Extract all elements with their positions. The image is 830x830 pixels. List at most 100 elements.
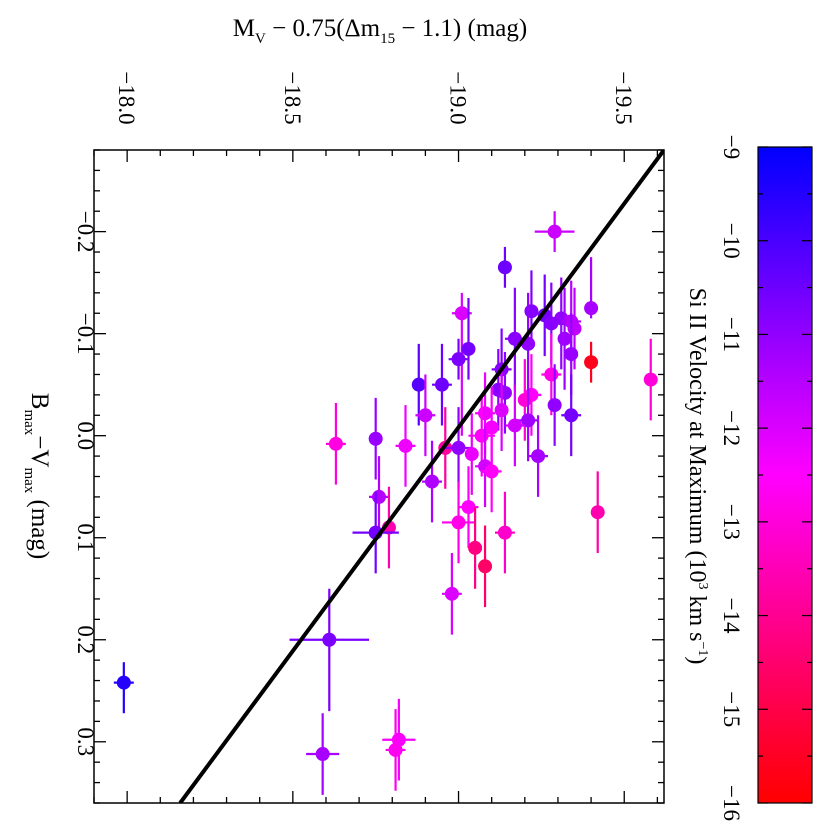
point-marker [478, 559, 493, 574]
data-point [113, 662, 134, 714]
point-marker [398, 438, 413, 453]
point-marker [454, 306, 469, 321]
data-point [468, 507, 483, 589]
data-point [643, 338, 658, 421]
point-marker [444, 586, 459, 601]
point-marker [567, 321, 582, 336]
colorbar-tick-label: −16 [719, 785, 744, 821]
top-tick-label-group: −19.5 [611, 71, 636, 124]
point-marker [474, 428, 489, 443]
left-tick-label: 0.2 [73, 625, 98, 654]
colorbar-tick-label-group: −15 [719, 691, 744, 727]
top-tick-label-group: −19.0 [446, 71, 471, 124]
point-marker [418, 408, 433, 423]
point-marker [451, 440, 466, 455]
left-tick-label-group: 0.2 [73, 625, 98, 654]
data-point [534, 211, 575, 253]
colorbar-tick-label-group: −10 [719, 223, 744, 259]
data-point [395, 405, 416, 487]
left-tick-label: 0.0 [73, 421, 98, 450]
top-tick-label: −18.5 [280, 71, 305, 124]
point-marker [315, 747, 330, 762]
data-point [448, 338, 469, 380]
point-marker [544, 316, 559, 331]
point-marker [497, 385, 512, 400]
point-marker [368, 431, 383, 446]
point-marker [328, 436, 343, 451]
data-point [481, 430, 502, 513]
data-point [521, 292, 536, 395]
point-marker [494, 403, 509, 418]
point-marker [517, 392, 532, 407]
point-marker [425, 474, 440, 489]
data-point [478, 525, 493, 608]
colorbar-tick-label-group: −13 [719, 504, 744, 540]
point-marker [468, 540, 483, 555]
colorbar-tick-label: −15 [719, 691, 744, 727]
colorbar-tick-label: −13 [719, 504, 744, 540]
data-point [557, 287, 572, 390]
left-axis-title: Bmax−Vmax (mag) [21, 393, 53, 559]
data-point [441, 481, 476, 564]
data-point [497, 246, 512, 288]
data-point [432, 343, 452, 426]
point-marker [590, 505, 605, 520]
colorbar [757, 146, 813, 804]
data-point [411, 343, 426, 426]
left-tick-label: −0.2 [73, 211, 98, 253]
point-marker [547, 398, 562, 413]
point-marker [484, 420, 499, 435]
data-point [518, 379, 539, 462]
data-point [461, 297, 476, 380]
point-marker [643, 372, 658, 387]
data-point [445, 407, 472, 489]
colorbar-tick-label-group: −11 [719, 317, 744, 352]
point-marker [116, 675, 131, 690]
fit-layer [178, 150, 664, 803]
point-marker [464, 447, 479, 462]
point-marker [388, 742, 403, 757]
point-marker [564, 347, 579, 362]
fit-line [178, 150, 664, 803]
point-marker [497, 525, 512, 540]
point-marker [557, 331, 572, 346]
point-marker [451, 352, 466, 367]
data-point [422, 440, 442, 523]
plot-marks [113, 211, 658, 795]
data-point [504, 384, 525, 467]
data-point [494, 369, 509, 451]
point-marker [461, 500, 476, 515]
data-point [504, 287, 525, 390]
colorbar-tick-label: −11 [719, 317, 744, 352]
colorbar-tick-label-group: −12 [719, 410, 744, 446]
top-tick-label-group: −18.0 [114, 71, 139, 124]
point-marker [434, 377, 449, 392]
left-tick-label-group: 0.3 [73, 727, 98, 756]
point-marker [497, 260, 512, 275]
point-marker [507, 331, 522, 346]
data-point [385, 709, 406, 791]
point-marker [372, 489, 386, 504]
point-marker [322, 632, 337, 647]
left-tick-label-group: −0.1 [73, 313, 98, 355]
data-point [590, 471, 605, 554]
data-point [584, 257, 599, 319]
top-tick-label: −19.5 [611, 71, 636, 124]
axis-ticks: −0.2 −0.1 0.0 0.1 0.2 0.3 −18.0 −18.5 −19.0 −19.5 [73, 71, 664, 804]
data-point [289, 588, 370, 712]
data-point [584, 341, 599, 383]
top-axis-title: MV − 0.75(Δm15 − 1.1) (mag) [233, 15, 527, 47]
data-point [494, 491, 515, 574]
left-tick-label-group: −0.2 [73, 211, 98, 253]
point-marker [584, 355, 599, 370]
colorbar-tick-label-group: −14 [719, 598, 744, 634]
colorbar-tick-label: −9 [719, 135, 744, 159]
data-point [415, 374, 436, 457]
point-marker [507, 418, 522, 433]
left-tick-label: −0.1 [73, 313, 98, 355]
left-tick-label: 0.1 [73, 523, 98, 552]
point-marker [564, 408, 579, 423]
point-marker [451, 515, 466, 530]
left-tick-label-group: 0.1 [73, 523, 98, 552]
